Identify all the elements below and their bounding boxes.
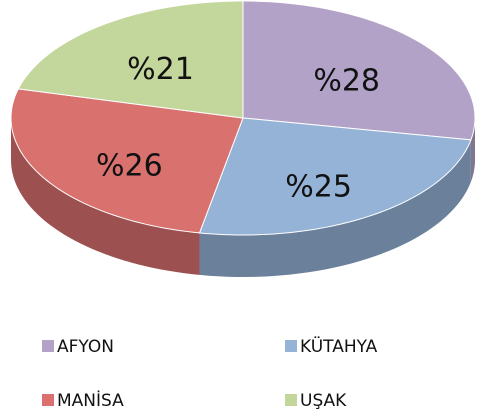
legend-label: MANİSA — [57, 390, 124, 411]
legend-swatch — [42, 394, 54, 406]
slice-side — [470, 118, 475, 182]
legend-label: AFYON — [57, 337, 114, 357]
legend-label: UŞAK — [300, 391, 347, 411]
slice — [17, 0, 244, 119]
slice — [198, 117, 472, 236]
slice — [10, 88, 244, 234]
value-label: %26 — [96, 148, 163, 183]
legend-swatch — [285, 394, 297, 406]
value-label: %25 — [285, 169, 352, 204]
value-label: %21 — [127, 52, 194, 87]
value-label: %28 — [313, 63, 380, 98]
legend-label: KÜTAHYA — [300, 335, 378, 357]
slice — [242, 0, 476, 141]
legend-swatch — [285, 340, 297, 352]
slice-side — [11, 118, 200, 275]
legend-swatch — [42, 340, 54, 352]
slice-side — [199, 139, 471, 277]
